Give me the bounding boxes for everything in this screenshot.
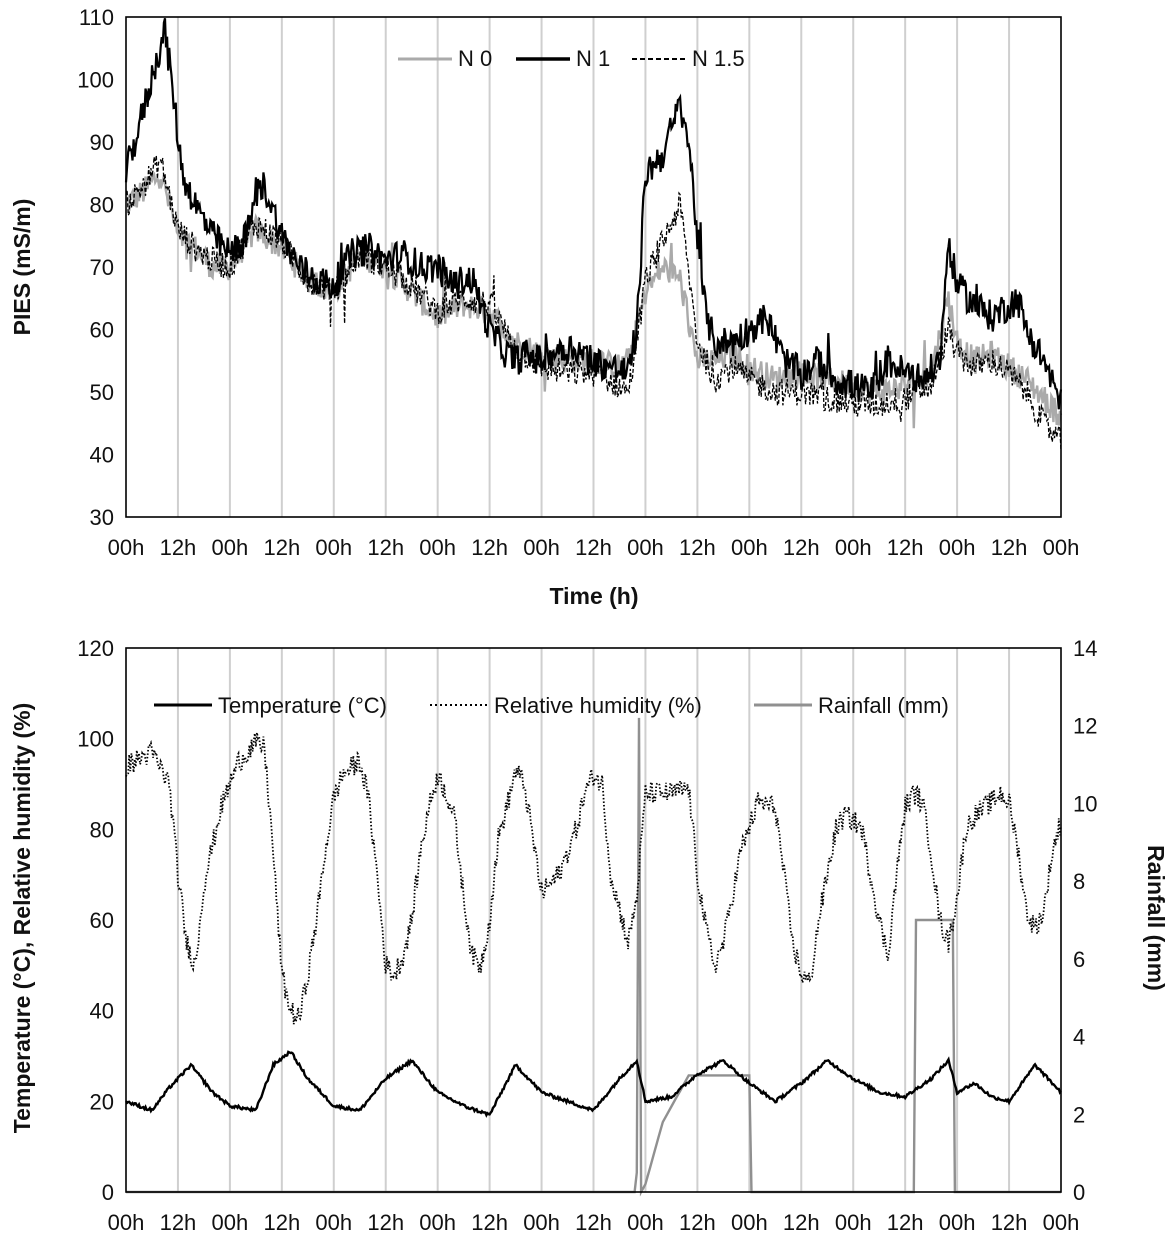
x-tick-label: 00h bbox=[835, 1210, 872, 1235]
y2-tick-label: 8 bbox=[1073, 869, 1085, 894]
x-tick-label: 00h bbox=[315, 535, 352, 560]
plot-frame bbox=[125, 647, 1062, 1193]
x-tick-label: 00h bbox=[835, 535, 872, 560]
x-axis-ticks: 00h 12h 00h 12h 00h 12h 00h 12h 00h 12h 00h 12h 00h 1… bbox=[108, 1210, 1080, 1235]
y-tick-label: 70 bbox=[90, 255, 114, 280]
x-tick-label: 00h bbox=[1043, 1210, 1080, 1235]
x-tick-label: 12h bbox=[367, 1210, 404, 1235]
y-tick-label: 40 bbox=[90, 443, 114, 468]
legend-label-temperature: Temperature (°C) bbox=[218, 693, 387, 718]
x-tick-label: 12h bbox=[887, 1210, 924, 1235]
y-tick-label: 110 bbox=[79, 5, 114, 30]
y-axis-label: PIES (mS/m) bbox=[9, 199, 35, 336]
x-tick-label: 00h bbox=[939, 1210, 976, 1235]
y-tick-label: 60 bbox=[90, 318, 114, 343]
weather-chart: 0 20 40 60 80 100 120 0 2 4 6 8 10 12 14 00h 12h 00h 12h… bbox=[9, 636, 1167, 1235]
x-tick-label: 12h bbox=[783, 535, 820, 560]
x-tick-label: 12h bbox=[991, 535, 1028, 560]
legend-label-n15: N 1.5 bbox=[692, 46, 745, 71]
y2-tick-label: 14 bbox=[1073, 636, 1097, 661]
y2-tick-label: 6 bbox=[1073, 947, 1085, 972]
y2-tick-label: 12 bbox=[1073, 714, 1097, 739]
x-tick-label: 12h bbox=[263, 1210, 300, 1235]
y2-tick-label: 0 bbox=[1073, 1180, 1085, 1205]
x-tick-label: 12h bbox=[160, 535, 197, 560]
legend-label-humidity: Relative humidity (%) bbox=[494, 693, 702, 718]
x-tick-label: 12h bbox=[783, 1210, 820, 1235]
x-tick-label: 00h bbox=[731, 1210, 768, 1235]
y2-tick-label: 2 bbox=[1073, 1102, 1085, 1127]
legend: N 0 N 1 N 1.5 bbox=[398, 46, 745, 71]
y-tick-label: 60 bbox=[90, 908, 114, 933]
legend-label-n1: N 1 bbox=[576, 46, 610, 71]
x-tick-label: 12h bbox=[471, 1210, 508, 1235]
x-tick-label: 12h bbox=[679, 535, 716, 560]
plot-frame bbox=[125, 16, 1062, 518]
legend-label-rainfall: Rainfall (mm) bbox=[818, 693, 949, 718]
x-tick-label: 12h bbox=[887, 535, 924, 560]
y-tick-label: 30 bbox=[90, 505, 114, 530]
x-tick-label: 12h bbox=[991, 1210, 1028, 1235]
y2-axis-ticks: 0 2 4 6 8 10 12 14 bbox=[1073, 636, 1097, 1205]
y-tick-label: 100 bbox=[77, 68, 114, 93]
y-tick-label: 90 bbox=[90, 130, 114, 155]
y-axis-ticks: 0 20 40 60 80 100 120 bbox=[77, 636, 114, 1205]
series-group bbox=[124, 18, 1063, 452]
x-tick-label: 00h bbox=[523, 1210, 560, 1235]
x-tick-label: 00h bbox=[108, 535, 145, 560]
x-tick-label: 12h bbox=[575, 535, 612, 560]
x-tick-label: 00h bbox=[1043, 535, 1080, 560]
x-tick-label: 00h bbox=[627, 1210, 664, 1235]
x-tick-label: 00h bbox=[419, 535, 456, 560]
series-temperature-c-line bbox=[124, 1050, 1062, 1118]
x-tick-label: 00h bbox=[315, 1210, 352, 1235]
x-tick-label: 00h bbox=[939, 535, 976, 560]
legend: Temperature (°C) Relative humidity (%) R… bbox=[154, 693, 949, 718]
y-tick-label: 80 bbox=[90, 193, 114, 218]
x-tick-label: 00h bbox=[419, 1210, 456, 1235]
x-axis-label: Time (h) bbox=[549, 583, 638, 609]
vertical-gridlines bbox=[176, 17, 1011, 517]
legend-label-n0: N 0 bbox=[458, 46, 492, 71]
x-axis-ticks: 00h 12h 00h 12h 00h 12h 00h 12h 00h 12h 00h 12h 00h 1… bbox=[108, 535, 1080, 560]
y-tick-label: 20 bbox=[90, 1089, 114, 1114]
x-tick-label: 00h bbox=[523, 535, 560, 560]
y2-axis-label: Rainfall (mm) bbox=[1143, 845, 1167, 991]
y-axis-ticks: 30 40 50 60 70 80 90 100 110 bbox=[77, 5, 114, 530]
y-tick-label: 0 bbox=[102, 1180, 114, 1205]
x-tick-label: 00h bbox=[731, 535, 768, 560]
y-tick-label: 120 bbox=[77, 636, 114, 661]
x-tick-label: 12h bbox=[263, 535, 300, 560]
x-tick-label: 12h bbox=[679, 1210, 716, 1235]
x-tick-label: 12h bbox=[575, 1210, 612, 1235]
x-tick-label: 12h bbox=[160, 1210, 197, 1235]
y2-tick-label: 4 bbox=[1073, 1025, 1085, 1050]
x-tick-label: 00h bbox=[627, 535, 664, 560]
x-tick-label: 12h bbox=[367, 535, 404, 560]
x-tick-label: 12h bbox=[471, 535, 508, 560]
series-relative-humidity-line bbox=[125, 732, 1062, 1025]
y2-tick-label: 10 bbox=[1073, 791, 1097, 816]
x-tick-label: 00h bbox=[108, 1210, 145, 1235]
vertical-gridlines bbox=[176, 648, 1011, 1192]
y-tick-label: 100 bbox=[77, 727, 114, 752]
y-tick-label: 40 bbox=[90, 999, 114, 1024]
series-n-1-line bbox=[124, 18, 1063, 410]
y-tick-label: 50 bbox=[90, 380, 114, 405]
series-n-1-5-line bbox=[125, 155, 1062, 452]
x-tick-label: 00h bbox=[212, 1210, 249, 1235]
y-axis-label: Temperature (°C), Relative humidity (%) bbox=[9, 703, 35, 1134]
x-tick-label: 00h bbox=[212, 535, 249, 560]
y-tick-label: 80 bbox=[90, 817, 114, 842]
